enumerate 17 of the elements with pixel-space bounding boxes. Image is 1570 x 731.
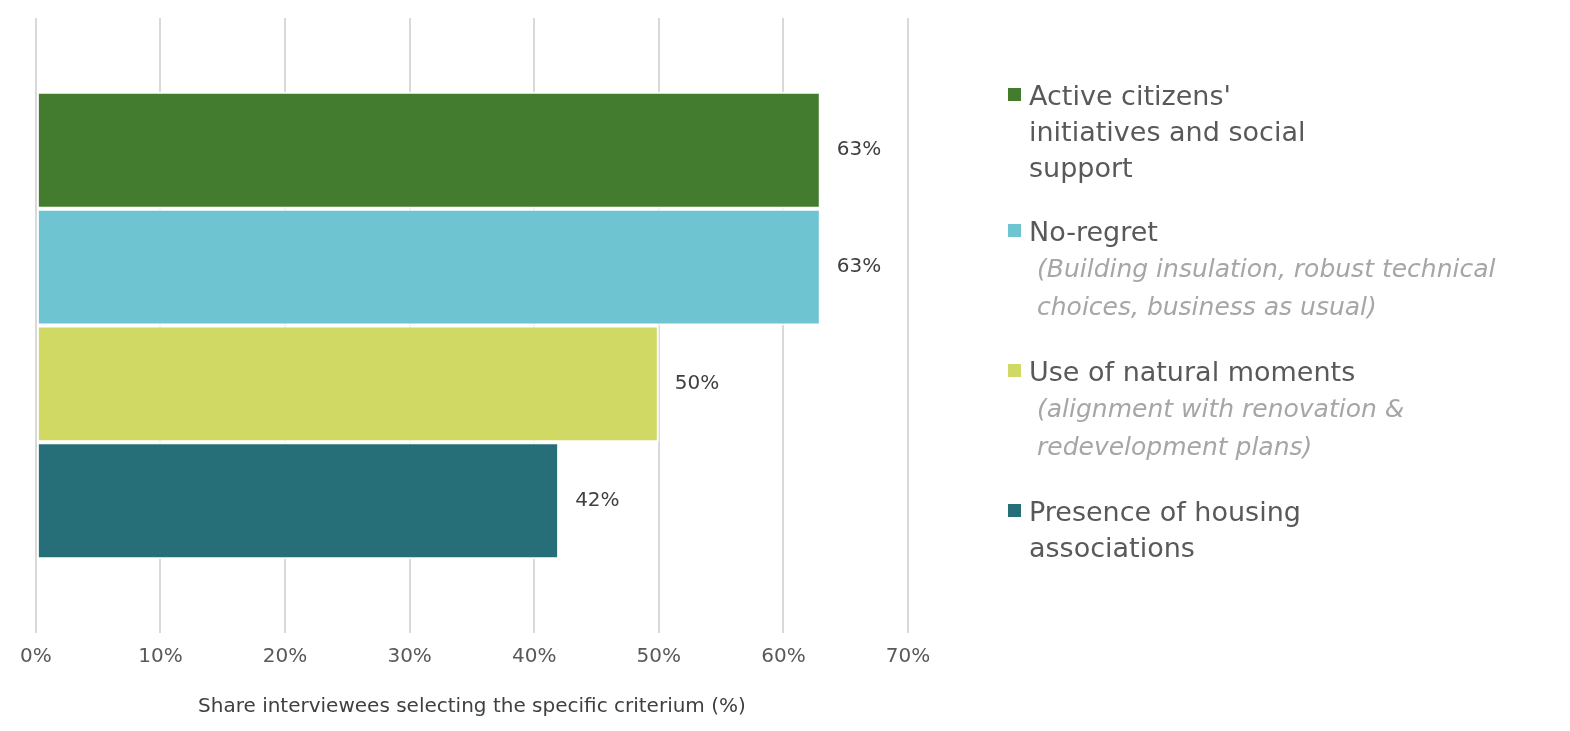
x-tick-label: 10% [138,643,183,668]
x-tick-label: 30% [387,643,432,668]
legend-label: No-regret (Building insulation, robust technical choices, business as usual) [1029,215,1497,323]
data-label: 63% [836,136,882,161]
data-label: 63% [836,253,882,278]
x-tick-label: 40% [512,643,557,668]
x-tick-label: 50% [636,643,682,668]
x-tick-label: 0% [20,643,52,668]
x-tick-label: 20% [262,643,308,668]
legend-label: Use of natural moments (alignment with renovation & redevelopment plans) [1029,355,1406,463]
data-label: 50% [674,370,720,395]
legend-label: Active citizens' initiatives and social support [1029,79,1307,185]
data-label: 42% [575,486,620,511]
legend-label: Presence of housing associations [1029,495,1302,565]
x-tick-label: 60% [761,643,806,668]
x-axis-title: Share interviewees selecting the specific criterium (%) [198,693,746,718]
x-tick-label: 70% [885,643,931,668]
